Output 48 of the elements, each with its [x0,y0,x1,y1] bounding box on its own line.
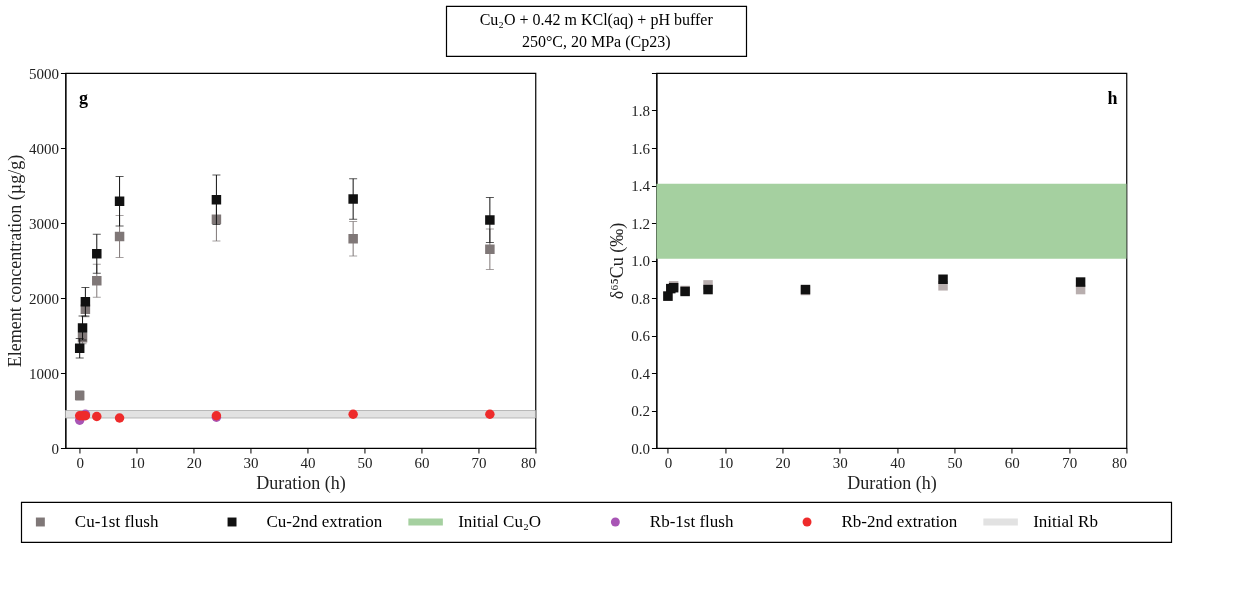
annotation: h [1107,88,1118,108]
x-tick-label: 80 [1111,454,1127,471]
x-tick-label: 40 [890,454,906,471]
x-tick-label: 0 [76,454,84,471]
legend-label: Initial Rb [1033,512,1098,531]
legend-label: Initial Cu₂O [458,512,542,531]
y-tick-label: 4000 [28,140,59,157]
y-tick-label: 0.8 [631,290,650,307]
y-tick-label: 1000 [28,365,59,382]
x-tick-label: 50 [947,454,963,471]
y-axis-title: Element concentration (µg/g) [4,154,26,368]
legend-label: Cu-1st flush [74,512,159,531]
y-tick-label: 1.4 [631,178,651,194]
y-tick-label: 0.6 [631,328,651,344]
x-tick-label: 10 [718,454,734,471]
x-tick-label: 10 [129,454,145,471]
x-tick-label: 20 [775,454,791,471]
y-tick-label: 5000 [28,65,59,82]
x-tick-label: 60 [414,454,430,471]
y-tick-label: 1.2 [631,215,650,232]
y-tick-label: 0.4 [631,365,651,382]
y-tick-label: 2000 [28,290,59,307]
text: Cu₂O + 0.42 m KCl(aq) + pH buffer [479,11,714,29]
x-tick-label: 40 [300,454,316,471]
x-tick-label: 70 [471,454,487,471]
legend-label: Cu-2nd extration [266,512,383,531]
x-axis-title: Duration (h) [256,472,346,494]
annotation: g [78,88,88,108]
legend-label: Rb-2nd extration [841,512,958,531]
y-tick-label: 0.0 [631,440,650,457]
x-tick-label: 70 [1062,454,1078,471]
legend-label: Rb-1st flush [649,512,734,531]
x-tick-label: 30 [243,454,259,471]
y-tick-label: 0 [51,440,59,457]
y-axis-title: δ⁶⁵Cu (‰) [607,222,629,300]
x-tick-label: 80 [520,454,536,471]
x-tick-label: 20 [186,454,202,471]
x-tick-label: 50 [357,454,373,471]
x-axis-title: Duration (h) [847,472,937,494]
x-tick-label: 30 [832,454,848,471]
y-tick-label: 1.0 [631,253,650,269]
text: 250°C, 20 MPa (Cp23) [521,33,671,51]
y-tick-label: 1.6 [631,140,651,157]
y-tick-label: 0.2 [631,403,650,419]
x-tick-label: 60 [1004,454,1020,471]
y-tick-label: 3000 [28,215,59,232]
y-tick-label: 1.8 [631,103,650,119]
x-tick-label: 0 [664,454,673,471]
